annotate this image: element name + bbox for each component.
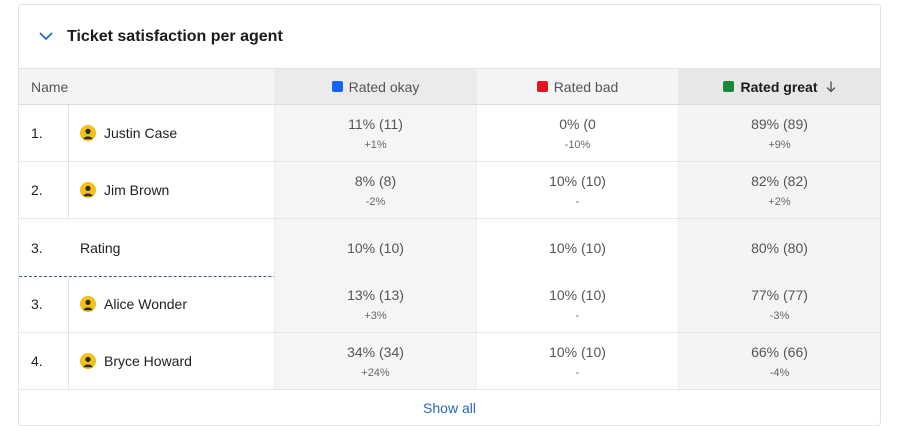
bad-cell: 10% (10) - bbox=[476, 276, 678, 332]
agent-cell: Bryce Howard bbox=[69, 333, 274, 389]
avatar bbox=[80, 125, 96, 141]
avatar bbox=[80, 353, 96, 369]
row-rank: 3. bbox=[31, 239, 43, 256]
bad-cell: 10% (10) - bbox=[476, 162, 678, 218]
agent-name: Jim Brown bbox=[104, 182, 170, 198]
okay-cell: 13% (13) +3% bbox=[274, 276, 476, 332]
great-cell: 66% (66) -4% bbox=[678, 333, 880, 389]
agent-cell: Justin Case bbox=[69, 105, 274, 161]
card-title: Ticket satisfaction per agent bbox=[67, 27, 283, 45]
okay-cell: 11% (11) +1% bbox=[274, 105, 476, 161]
rating-label: Rating bbox=[80, 239, 121, 256]
bad-cell: 0% (0 -10% bbox=[476, 105, 678, 161]
avatar bbox=[80, 182, 96, 198]
okay-cell: 10% (10) bbox=[274, 219, 476, 276]
agent-name: Alice Wonder bbox=[104, 296, 188, 312]
row-rank: 3. bbox=[19, 276, 69, 332]
sort-descending-icon[interactable] bbox=[826, 80, 836, 93]
column-header-okay[interactable]: Rated okay bbox=[274, 69, 476, 104]
rating-label-cell: Rating bbox=[69, 219, 274, 276]
bad-legend-square bbox=[536, 81, 548, 92]
row-rank: 4. bbox=[19, 333, 69, 389]
satisfaction-table: Name Rated okay Rated bad Rated great 1. bbox=[19, 68, 880, 390]
row-rank: 2. bbox=[19, 162, 69, 218]
chevron-down-icon[interactable] bbox=[39, 29, 55, 45]
table-row[interactable]: 3. Alice Wonder 13% (13) +3% 10% (10) - … bbox=[19, 276, 880, 333]
row-rank: 1. bbox=[19, 105, 69, 161]
show-all-link[interactable]: Show all bbox=[423, 400, 476, 416]
card-header[interactable]: Ticket satisfaction per agent bbox=[19, 5, 880, 68]
table-header: Name Rated okay Rated bad Rated great bbox=[19, 68, 880, 105]
rating-row: 3. Rating 10% (10) 10% (10) 80% (80) bbox=[19, 219, 880, 277]
table-row[interactable]: 1. Justin Case 11% (11) +1% 0% (0 -10% 8… bbox=[19, 105, 880, 162]
card-footer: Show all bbox=[19, 390, 880, 425]
avatar bbox=[80, 296, 96, 312]
great-cell: 80% (80) bbox=[678, 219, 880, 276]
okay-cell: 8% (8) -2% bbox=[274, 162, 476, 218]
column-header-great[interactable]: Rated great bbox=[678, 69, 880, 104]
agent-name: Justin Case bbox=[104, 125, 178, 141]
column-header-name[interactable]: Name bbox=[31, 78, 69, 95]
bad-cell: 10% (10) - bbox=[476, 333, 678, 389]
agent-cell: Jim Brown bbox=[69, 162, 274, 218]
satisfaction-card: Ticket satisfaction per agent Name Rated… bbox=[18, 4, 881, 426]
agent-cell: Alice Wonder bbox=[69, 276, 274, 332]
table-row[interactable]: 2. Jim Brown 8% (8) -2% 10% (10) - 82% (… bbox=[19, 162, 880, 219]
great-cell: 77% (77) -3% bbox=[678, 276, 880, 332]
great-cell: 89% (89) +9% bbox=[678, 105, 880, 161]
great-legend-square bbox=[723, 81, 735, 92]
column-header-bad[interactable]: Rated bad bbox=[476, 69, 678, 104]
agent-name: Bryce Howard bbox=[104, 353, 192, 369]
okay-legend-square bbox=[331, 81, 343, 92]
okay-cell: 34% (34) +24% bbox=[274, 333, 476, 389]
bad-cell: 10% (10) bbox=[476, 219, 678, 276]
table-row[interactable]: 4. Bryce Howard 34% (34) +24% 10% (10) -… bbox=[19, 333, 880, 390]
great-cell: 82% (82) +2% bbox=[678, 162, 880, 218]
